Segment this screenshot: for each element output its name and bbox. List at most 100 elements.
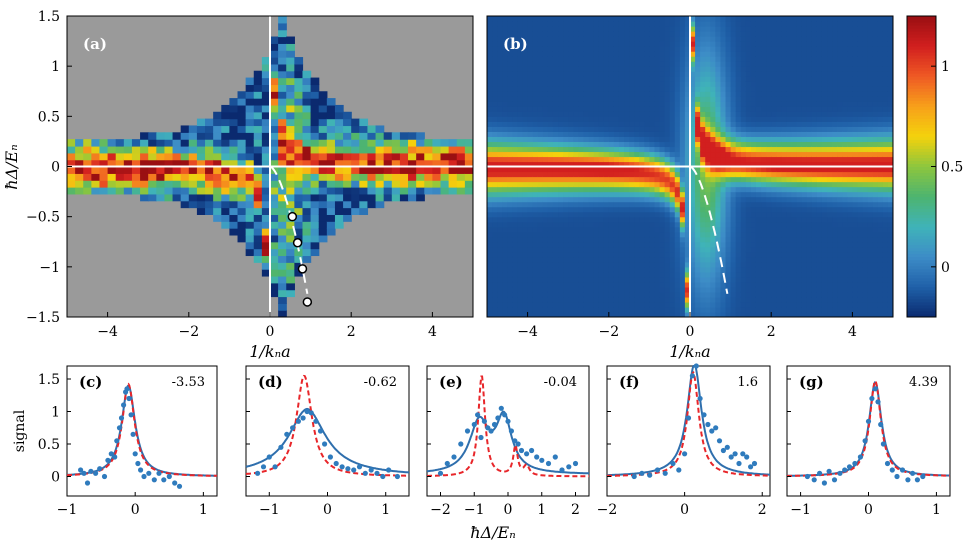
heatmap-b-cell (786, 211, 793, 218)
heatmap-b-cell (624, 186, 630, 193)
heatmap-b-cell (811, 146, 818, 153)
x-tick-label: 0 (266, 324, 275, 340)
heatmap-b-cell (832, 236, 838, 243)
heatmap-b-cell (674, 246, 681, 253)
heatmap-a-cell (416, 139, 425, 147)
heatmap-b-cell (679, 216, 686, 223)
heatmap-b-cell (492, 206, 498, 213)
heatmap-b-cell (837, 91, 843, 97)
heatmap-b-cell (654, 266, 661, 273)
heatmap-b-cell (517, 231, 524, 238)
heatmap-a-cell (188, 173, 198, 181)
heatmap-b-cell (690, 111, 696, 117)
heatmap-b-cell (487, 96, 493, 102)
heatmap-b-cell (710, 231, 716, 238)
heatmap-b-cell (730, 21, 737, 27)
heatmap-b-cell (740, 86, 747, 92)
heatmap-b-cell (487, 236, 493, 243)
heatmap-a-cell (310, 84, 320, 92)
heatmap-b-cell (801, 76, 808, 82)
heatmap-b-cell (725, 111, 732, 117)
heatmap-a-cell (99, 166, 109, 174)
heatmap-b-cell (659, 141, 666, 148)
heatmap-b-cell (761, 186, 767, 193)
heatmap-b-cell (502, 146, 508, 153)
heatmap-b-cell (796, 66, 803, 72)
heatmap-b-cell (679, 251, 686, 258)
heatmap-b-cell (781, 231, 788, 238)
heatmap-b-cell (710, 146, 716, 153)
heatmap-b-cell (522, 166, 529, 173)
heatmap-b-cell (613, 71, 620, 77)
heatmap-b-cell (781, 301, 788, 308)
heatmap-b-cell (710, 31, 716, 37)
heatmap-b-cell (674, 261, 681, 268)
heatmap-a-cell (424, 166, 433, 174)
heatmap-b-cell (776, 131, 782, 137)
heatmap-b-cell (522, 276, 529, 283)
heatmap-b-cell (512, 296, 519, 303)
heatmap-b-cell (816, 221, 823, 228)
heatmap-b-cell (776, 246, 782, 253)
heatmap-b-cell (690, 176, 696, 183)
heatmap-b-cell (492, 56, 498, 62)
heatmap-b-cell (690, 161, 696, 168)
heatmap-b-cell (618, 296, 625, 303)
heatmap-b-cell (771, 266, 777, 273)
heatmap-b-cell (608, 171, 615, 178)
heatmap-b-cell (573, 281, 579, 288)
heatmap-b-cell (649, 171, 656, 178)
heatmap-b-cell (695, 301, 701, 308)
heatmap-b-cell (786, 51, 793, 57)
heatmap-b-cell (816, 286, 823, 293)
heatmap-b-cell (573, 286, 579, 293)
heatmap-b-cell (720, 121, 727, 127)
heatmap-b-cell (502, 41, 508, 47)
heatmap-a-cell (278, 139, 287, 147)
heatmap-a-cell (302, 234, 312, 243)
heatmap-a-cell (196, 125, 206, 133)
heatmap-b-cell (542, 141, 549, 148)
heatmap-a-cell (286, 180, 295, 188)
heatmap-b-cell (827, 241, 833, 248)
heatmap-b-cell (517, 116, 524, 122)
heatmap-a-cell (391, 152, 401, 161)
heatmap-b-cell (588, 86, 595, 92)
heatmap-b-cell (492, 171, 498, 178)
heatmap-b-cell (603, 126, 610, 132)
heatmap-b-cell (821, 66, 828, 72)
heatmap-b-cell (654, 161, 661, 168)
heatmap-b-cell (573, 101, 579, 107)
heatmap-a-cell (156, 132, 166, 140)
heatmap-b-cell (537, 46, 544, 52)
heatmap-b-cell (629, 241, 635, 248)
heatmap-b-cell (527, 21, 534, 27)
heatmap-b-cell (583, 306, 590, 313)
heatmap-b-cell (761, 101, 767, 107)
heatmap-b-cell (487, 121, 493, 127)
heatmap-a-cell (245, 180, 255, 188)
heatmap-a-cell (294, 166, 304, 174)
heatmap-b-cell (517, 86, 524, 92)
heatmap-b-cell (740, 81, 747, 87)
heatmap-b-cell (791, 91, 798, 97)
heatmap-a-cell (115, 166, 125, 174)
heatmap-b-cell (573, 56, 579, 62)
heatmap-b-cell (507, 36, 513, 42)
heatmap-b-cell (593, 211, 600, 218)
heatmap-b-cell (745, 236, 752, 243)
heatmap-a-cell (334, 200, 344, 209)
heatmap-a-cell (399, 132, 409, 140)
heatmap-b-cell (593, 291, 600, 298)
heatmap-b-cell (618, 301, 625, 308)
heatmap-b-cell (781, 246, 788, 253)
heatmap-b-cell (720, 116, 727, 122)
heatmap-b-cell (690, 96, 696, 102)
heatmap-b-cell (761, 141, 767, 148)
heatmap-b-cell (598, 151, 605, 158)
heatmap-b-cell (517, 251, 524, 258)
heatmap-b-cell (492, 86, 498, 92)
heatmap-b-cell (740, 251, 747, 258)
heatmap-b-cell (816, 196, 823, 203)
heatmap-b-cell (786, 251, 793, 258)
